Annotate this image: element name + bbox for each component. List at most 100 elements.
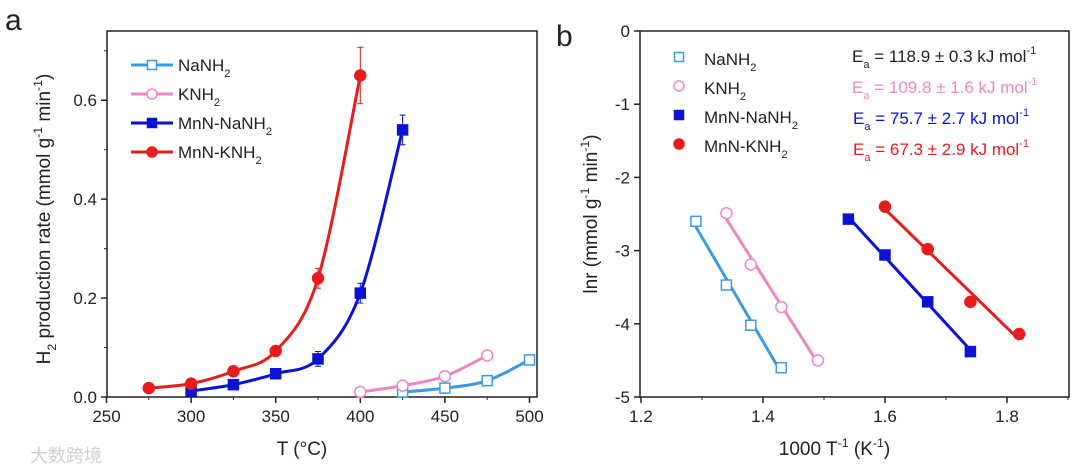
text-part: lnr (mmol g bbox=[581, 199, 602, 294]
data-point bbox=[744, 258, 758, 271]
text-part: min bbox=[34, 91, 55, 127]
legend-label: NaNH2 bbox=[704, 50, 756, 74]
y-tick-label: 0.0 bbox=[73, 388, 97, 407]
data-point bbox=[964, 345, 977, 358]
x-tick-label: 500 bbox=[515, 407, 543, 426]
y-axis-label: H2 production rate (mmol g-1 min-1) bbox=[31, 74, 59, 365]
series-line bbox=[402, 358, 531, 394]
data-point bbox=[396, 124, 409, 136]
x-tick-label: 1.2 bbox=[629, 407, 653, 426]
data-point bbox=[269, 368, 282, 380]
legend-item: MnN-NaNH2 bbox=[673, 108, 798, 132]
data-point bbox=[921, 296, 934, 308]
data-point bbox=[438, 369, 452, 383]
data-point bbox=[184, 377, 198, 390]
watermark-logo: 大数跨境 bbox=[30, 446, 102, 466]
y-tick-label: -5 bbox=[615, 388, 630, 407]
legend-item: NaNH2 bbox=[131, 56, 230, 80]
data-point bbox=[964, 295, 977, 309]
text-part: MnN-NaNH bbox=[704, 108, 792, 127]
data-point bbox=[354, 385, 367, 399]
fit-line bbox=[694, 226, 783, 374]
text-part: -1 bbox=[578, 141, 592, 152]
x-tick-label: 1.6 bbox=[873, 407, 897, 426]
legend-label: KNH2 bbox=[178, 85, 220, 109]
text-part: E bbox=[853, 109, 864, 128]
data-point bbox=[146, 117, 158, 129]
data-point bbox=[745, 319, 757, 332]
text-part: -1 bbox=[1019, 138, 1029, 150]
legend-label: MnN-KNH2 bbox=[178, 143, 262, 167]
text-part: MnN-KNH bbox=[704, 137, 781, 156]
text-part: MnN-KNH bbox=[178, 143, 255, 162]
y-tick-label: -2 bbox=[615, 168, 630, 187]
data-point bbox=[878, 200, 892, 213]
panel-label-b: b bbox=[556, 20, 573, 53]
series-mnn-knh2 bbox=[142, 46, 367, 395]
data-point bbox=[673, 51, 685, 63]
y-tick-label: -4 bbox=[615, 315, 630, 334]
series-line bbox=[190, 129, 405, 393]
text-part: -1 bbox=[838, 436, 849, 450]
text-part: (K bbox=[849, 439, 874, 460]
data-point bbox=[481, 374, 493, 387]
text-part: min bbox=[581, 152, 602, 188]
text-part: NaNH bbox=[178, 56, 224, 75]
x-tick-label: 1.4 bbox=[751, 407, 775, 426]
text-part: -1 bbox=[31, 80, 45, 91]
series-mnn-nanh2 bbox=[842, 213, 977, 358]
text-part: -1 bbox=[1019, 107, 1029, 119]
activation-energy-label: Ea = 118.9 ± 0.3 kJ mol-1 bbox=[852, 45, 1036, 71]
legend-label: MnN-NaNH2 bbox=[178, 114, 272, 138]
series-knh2 bbox=[354, 349, 494, 399]
data-point bbox=[311, 272, 325, 285]
text-part: -1 bbox=[31, 127, 45, 138]
activation-energy-label: Ea = 109.8 ± 1.6 kJ mol-1 bbox=[852, 76, 1038, 102]
text-part: 2 bbox=[781, 149, 787, 161]
text-part: KNH bbox=[178, 85, 214, 104]
text-part: ) bbox=[884, 439, 890, 460]
data-point bbox=[775, 300, 788, 314]
y-tick-label: 0 bbox=[621, 22, 630, 41]
data-point bbox=[146, 146, 158, 158]
y-tick-label: 0.4 bbox=[73, 190, 97, 209]
text-part: production rate (mmol g bbox=[34, 138, 55, 344]
series-mnn-knh2 bbox=[878, 200, 1026, 341]
x-tick-label: 350 bbox=[262, 407, 290, 426]
fit-line bbox=[847, 216, 972, 351]
y-tick-label: 0.6 bbox=[73, 91, 97, 110]
data-point bbox=[142, 381, 156, 395]
data-point bbox=[523, 354, 536, 366]
text-part: 2 bbox=[255, 155, 261, 167]
text-part: NaNH bbox=[704, 50, 750, 69]
text-part: 1000 T bbox=[779, 439, 838, 460]
data-point bbox=[720, 279, 733, 291]
y-axis-label: lnr (mmol g-1 min-1) bbox=[578, 134, 602, 293]
text-part: ) bbox=[581, 134, 602, 140]
text-part: 2 bbox=[792, 120, 798, 132]
activation-energy-label: Ea = 67.3 ± 2.9 kJ mol-1 bbox=[853, 138, 1029, 164]
text-part: a bbox=[864, 121, 871, 133]
legend-item: MnN-KNH2 bbox=[131, 143, 262, 167]
legend-label: KNH2 bbox=[704, 79, 746, 103]
fit-line bbox=[883, 208, 1021, 341]
x-tick-label: 1.8 bbox=[995, 407, 1019, 426]
x-tick-label: 250 bbox=[92, 407, 120, 426]
text-part: a bbox=[863, 59, 870, 71]
legend-label: NaNH2 bbox=[178, 56, 230, 80]
x-tick-label: 300 bbox=[177, 407, 205, 426]
data-point bbox=[673, 138, 685, 150]
legend-label: MnN-KNH2 bbox=[704, 137, 788, 161]
data-point bbox=[312, 353, 324, 365]
series-line bbox=[360, 354, 488, 394]
text-part: 2 bbox=[214, 97, 220, 109]
fit-line bbox=[725, 218, 820, 364]
text-part: 2 bbox=[224, 68, 230, 80]
text-part: -1 bbox=[873, 436, 884, 450]
plot-frame bbox=[639, 30, 1070, 398]
text-part: KNH bbox=[704, 79, 740, 98]
text-part: E bbox=[852, 78, 863, 97]
text-part: -1 bbox=[1028, 76, 1038, 88]
data-point bbox=[879, 249, 891, 261]
